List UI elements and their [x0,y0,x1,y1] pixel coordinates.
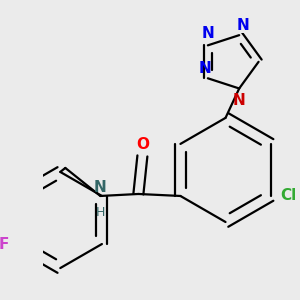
Text: H: H [96,206,105,219]
Text: N: N [199,61,211,76]
Text: O: O [136,137,149,152]
Text: F: F [0,236,9,251]
Text: Cl: Cl [280,188,297,203]
Text: N: N [202,26,214,41]
Text: N: N [94,180,107,195]
Text: N: N [237,18,250,33]
Text: N: N [233,94,246,109]
